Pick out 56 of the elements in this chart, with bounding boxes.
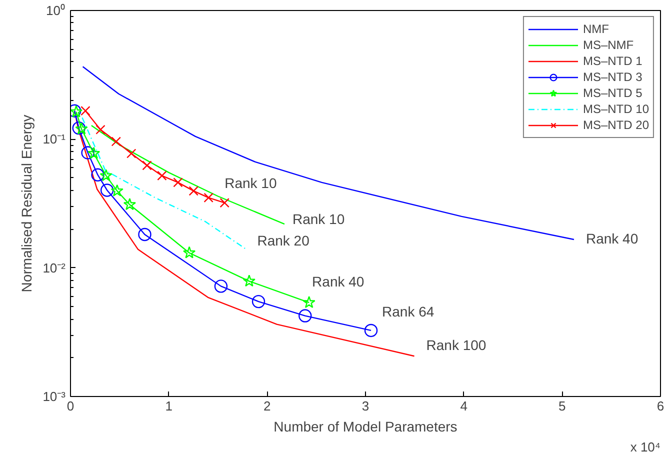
- point: [110, 184, 124, 196]
- point: [242, 274, 256, 287]
- annotation: Rank 40: [586, 230, 638, 247]
- legend-label: MS–NTD 1: [582, 54, 642, 68]
- x-tick-label: 6: [656, 398, 664, 414]
- y-axis-title: Normalised Residual Energy: [18, 114, 35, 292]
- point: [126, 148, 136, 158]
- legend-label: MS–NTD 5: [582, 86, 642, 100]
- annotation: Rank 10: [292, 211, 345, 228]
- y-tick-label: 10⁻³: [42, 389, 66, 404]
- point: [157, 170, 167, 181]
- legend-label: NMF: [582, 22, 609, 36]
- legend-label: MS–NMF: [582, 38, 634, 52]
- point: [364, 324, 378, 338]
- annotation: Rank 100: [426, 337, 486, 354]
- point: [252, 294, 266, 308]
- point: [142, 160, 152, 170]
- annotation: Rank 20: [257, 232, 310, 249]
- point: [214, 280, 228, 293]
- point: [220, 198, 230, 208]
- point: [138, 228, 152, 242]
- x-axis-title: Number of Model Parameters: [274, 418, 458, 434]
- point: [88, 146, 100, 159]
- point: [100, 184, 114, 197]
- annotation: Rank 10: [224, 174, 277, 191]
- legend-label: MS–NTD 3: [582, 70, 642, 84]
- text: x 10⁴: [630, 440, 661, 454]
- point: [302, 296, 316, 308]
- point: [182, 246, 196, 258]
- point: [111, 136, 121, 146]
- point: [173, 178, 183, 188]
- legend-label: MS–NTD 20: [582, 118, 649, 132]
- line-series: [90, 124, 286, 225]
- x-tick-label: 4: [460, 398, 468, 414]
- annotation: Rank 64: [382, 303, 434, 320]
- y-tick-label: 10⁻¹: [42, 132, 66, 147]
- y-tick-label: 10⁰: [46, 3, 66, 18]
- x-tick-label: 5: [558, 398, 566, 414]
- point: [100, 169, 112, 182]
- point: [80, 106, 90, 116]
- x-tick-label: 3: [362, 398, 370, 414]
- point: [123, 198, 136, 210]
- point: [75, 122, 88, 134]
- point: [72, 121, 86, 135]
- x-tick-label: 2: [264, 398, 271, 414]
- x-tick-label: 0: [66, 398, 74, 414]
- y-tick-label: 10⁻²: [42, 260, 66, 276]
- point: [188, 186, 198, 196]
- point: [96, 124, 106, 134]
- point: [91, 168, 104, 182]
- annotation: Rank 40: [312, 274, 364, 290]
- point: [298, 309, 312, 322]
- legend-label: MS–NTD 10: [582, 102, 649, 116]
- x-tick-label: 1: [165, 398, 172, 414]
- point: [204, 192, 214, 203]
- point: [81, 146, 94, 160]
